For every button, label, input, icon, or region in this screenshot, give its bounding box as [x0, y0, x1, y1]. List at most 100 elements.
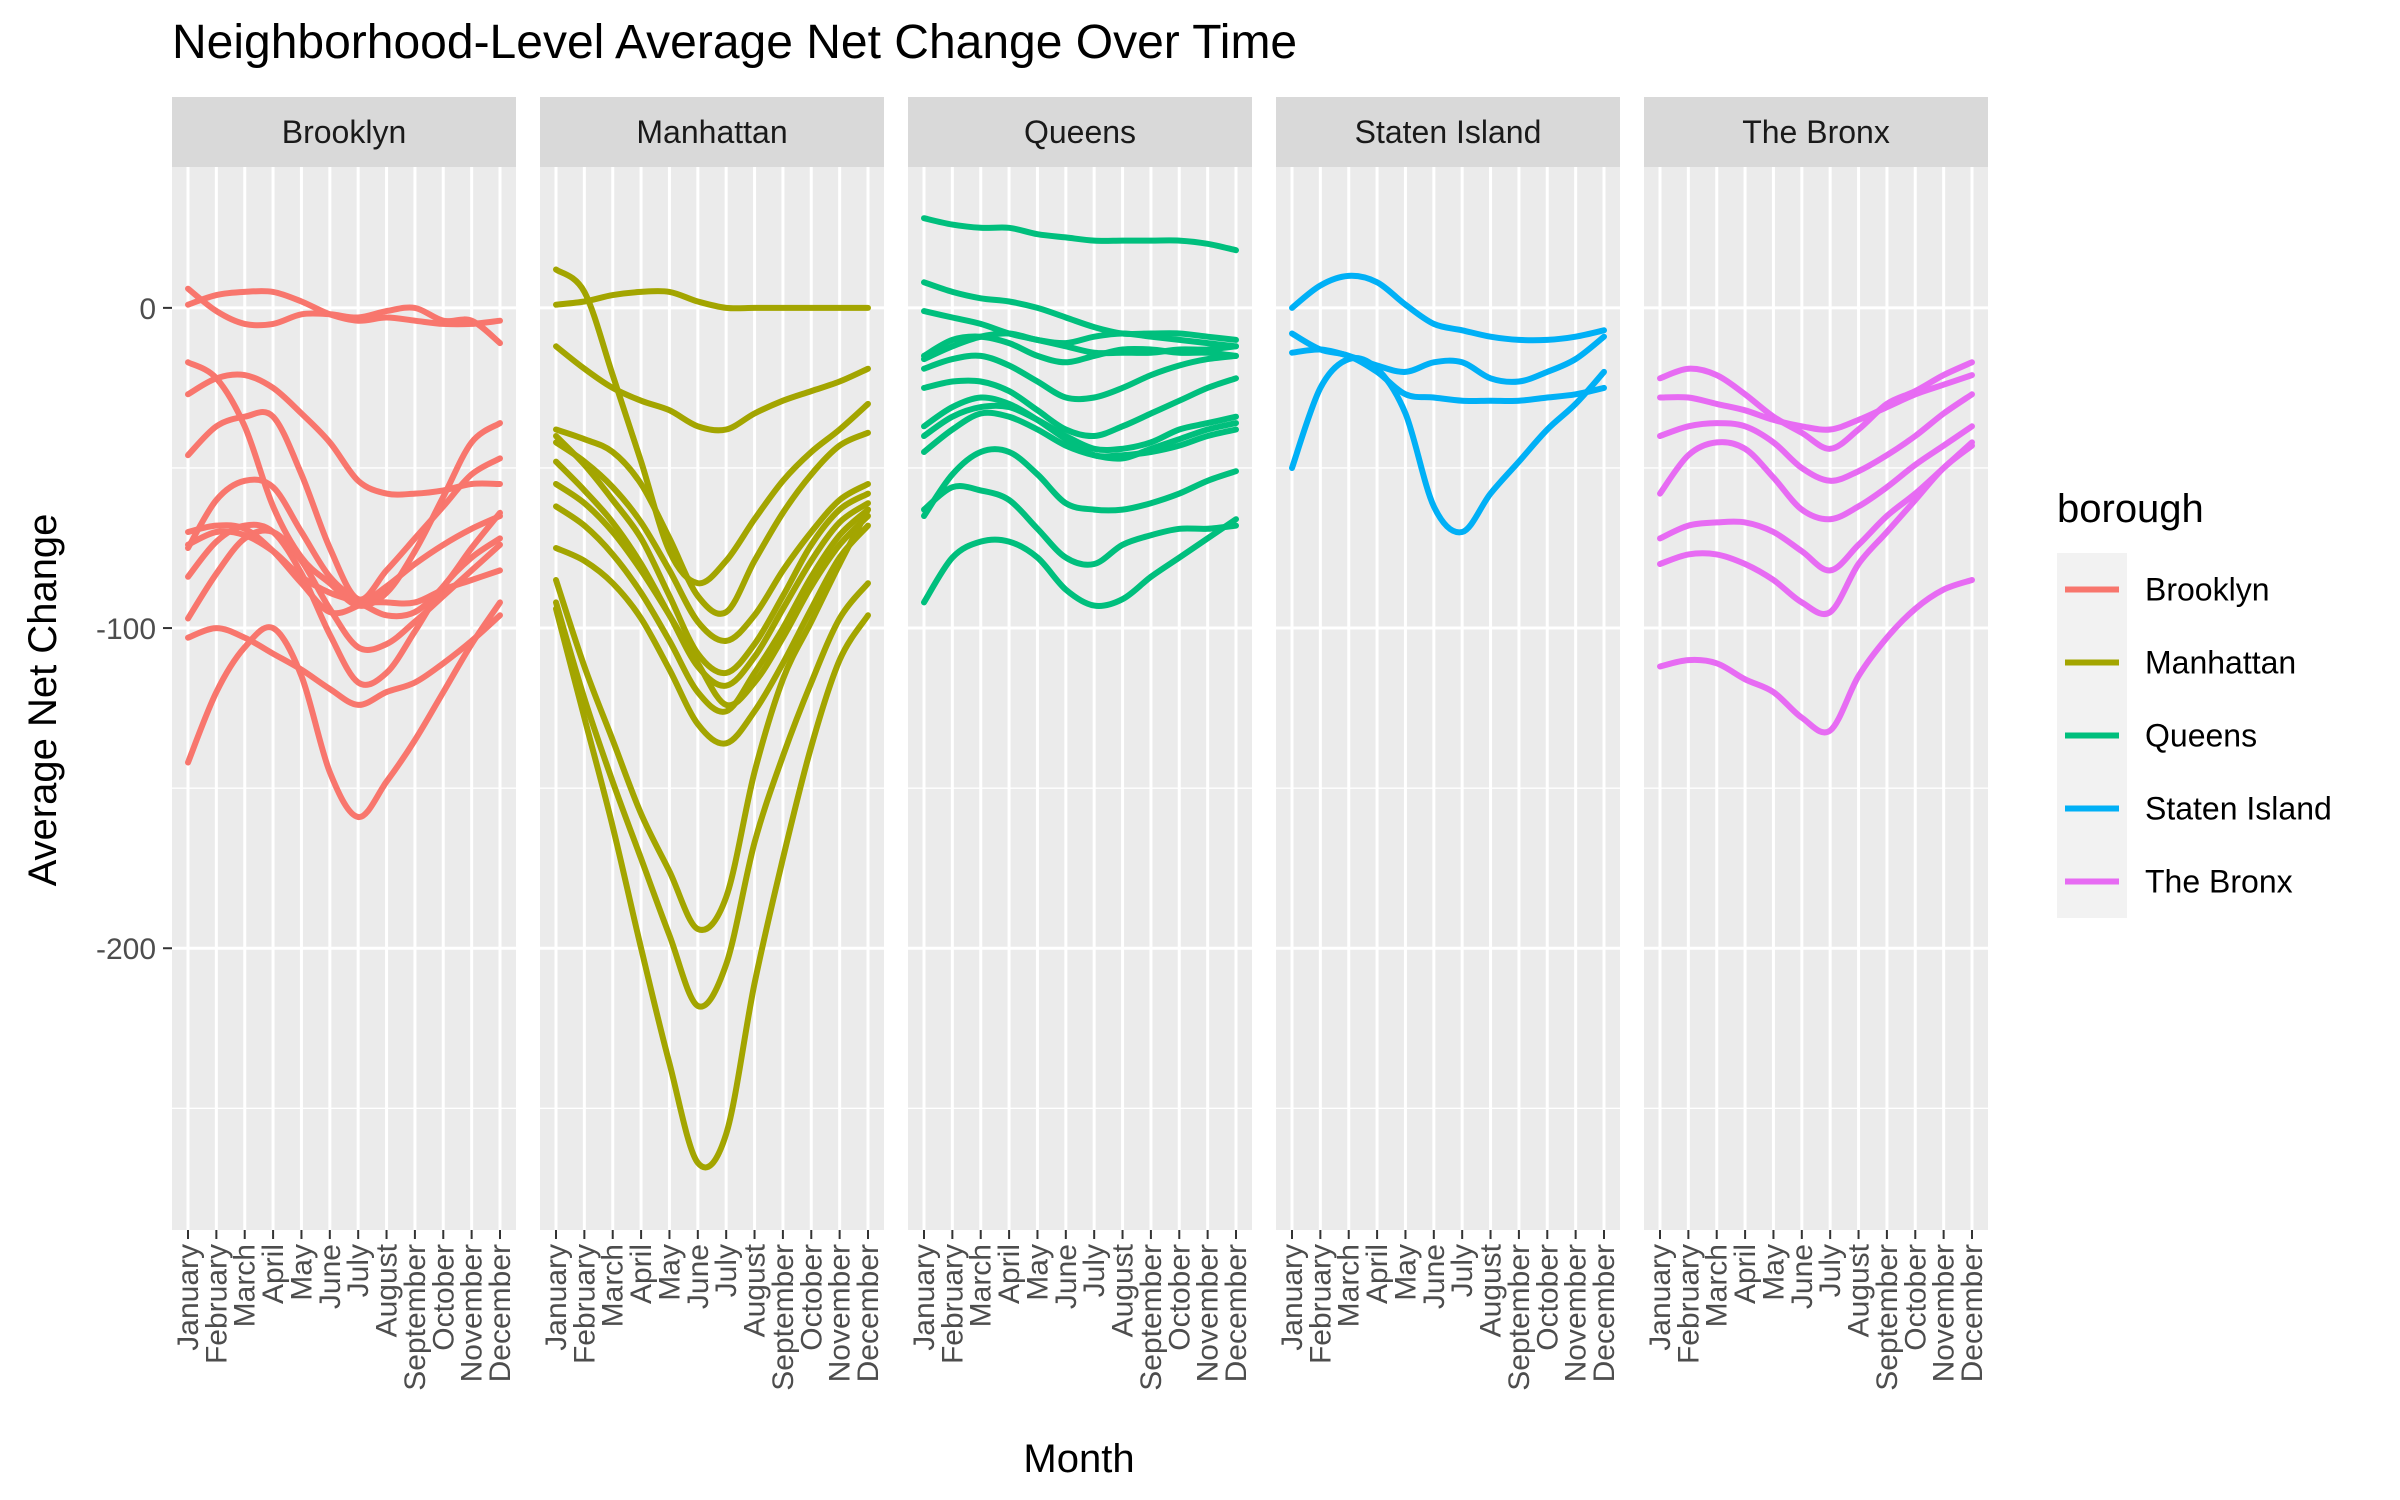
- x-tick-label-may: May: [1758, 1244, 1791, 1301]
- series-line-queens-3: [921, 308, 1239, 357]
- x-tick-label-july: July: [710, 1244, 743, 1297]
- x-tick-label-may: May: [286, 1244, 319, 1301]
- x-tick-label-june: June: [314, 1244, 347, 1309]
- x-tick-label-december: December: [1220, 1244, 1253, 1382]
- facet-panels: BrooklynJanuaryFebruaryMarchAprilMayJune…: [96, 97, 1989, 1391]
- x-tick-label-april: April: [257, 1244, 290, 1304]
- strip-queens: [908, 97, 1252, 167]
- strip-label-manhattan: Manhattan: [636, 114, 787, 150]
- series-line-manhattan-6: [553, 433, 871, 677]
- x-tick-label-august: August: [1107, 1243, 1140, 1337]
- series-line-brooklyn-6: [185, 476, 503, 607]
- series-line-brooklyn-5: [185, 359, 503, 609]
- panel-staten-island: Staten Island JanuaryFebruaryMarchAprilMa…: [1276, 97, 1621, 1391]
- series-line-queens-12: [921, 483, 1239, 568]
- strip-label-staten-island: Staten Island: [1355, 114, 1542, 150]
- series-line-queens-5: [921, 333, 1239, 366]
- x-tick-label-september: September: [399, 1244, 432, 1391]
- series-line-queens-1: [921, 215, 1239, 254]
- legend-label-brooklyn: Brooklyn: [2145, 572, 2270, 608]
- x-tick-label-may: May: [1022, 1244, 1055, 1301]
- strip-label-brooklyn: Brooklyn: [282, 114, 407, 150]
- x-tick-label-february: February: [1304, 1244, 1337, 1364]
- series-line-brooklyn-9: [185, 509, 503, 620]
- series-line-the-bronx-3: [1657, 391, 1975, 484]
- x-tick-label-january: January: [540, 1244, 573, 1351]
- x-tick-label-july: July: [1078, 1244, 1111, 1297]
- series-line-queens-7: [921, 375, 1239, 440]
- legend-label-queens: Queens: [2145, 718, 2257, 754]
- x-tick-label-october: October: [1531, 1244, 1564, 1351]
- series-line-manhattan-8: [553, 481, 871, 709]
- series-line-brooklyn-2: [185, 285, 503, 347]
- series-line-manhattan-12: [553, 580, 871, 1010]
- y-axis-title: Average Net Change: [21, 514, 65, 887]
- x-tick-label-november: November: [1928, 1244, 1961, 1382]
- series-line-the-bronx-2: [1657, 372, 1975, 433]
- x-tick-label-november: November: [824, 1244, 857, 1382]
- x-tick-label-november: November: [1560, 1244, 1593, 1382]
- series-line-queens-11: [921, 446, 1239, 519]
- legend: borough Brooklyn Manhattan Queens Staten Is…: [2057, 487, 2332, 918]
- series-line-manhattan-11: [553, 506, 871, 933]
- series-line-queens-13: [921, 516, 1239, 609]
- series-line-manhattan-2: [553, 343, 871, 434]
- series-line-queens-10: [921, 409, 1239, 462]
- series-line-the-bronx-7: [1657, 577, 1975, 736]
- x-tick-label-april: April: [993, 1244, 1026, 1304]
- strip-brooklyn: [172, 97, 516, 167]
- legend-label-staten-island: Staten Island: [2145, 791, 2332, 827]
- x-tick-label-april: April: [625, 1244, 658, 1304]
- series-line-brooklyn-10: [185, 527, 503, 653]
- x-tick-label-february: February: [1672, 1244, 1705, 1364]
- x-tick-label-september: September: [1135, 1244, 1168, 1391]
- chart-title: Neighborhood-Level Average Net Change Ov…: [172, 16, 1297, 69]
- x-axis-title: Month: [1023, 1437, 1134, 1481]
- x-tick-label-january: January: [908, 1244, 941, 1351]
- x-tick-label-may: May: [654, 1244, 687, 1301]
- series-line-the-bronx-5: [1657, 439, 1975, 574]
- series-line-manhattan-3: [553, 266, 871, 587]
- x-tick-label-september: September: [767, 1244, 800, 1391]
- x-tick-label-february: February: [936, 1244, 969, 1364]
- panel-brooklyn: Brooklyn JanuaryFebruaryMarchAprilMayJune…: [96, 97, 517, 1391]
- x-tick-label-january: January: [1644, 1244, 1677, 1351]
- series-line-queens-6: [921, 352, 1239, 403]
- series-line-staten-island-1: [1289, 272, 1607, 344]
- x-tick-label-august: August: [1843, 1243, 1876, 1337]
- strip-manhattan: [540, 97, 884, 167]
- x-tick-label-september: September: [1871, 1244, 1904, 1391]
- x-tick-label-august: August: [371, 1243, 404, 1337]
- panel-the-bronx: The Bronx JanuaryFebruaryMarchAprilMayJun…: [1644, 97, 1989, 1391]
- x-tick-label-june: June: [1786, 1244, 1819, 1309]
- x-tick-label-july: July: [342, 1244, 375, 1297]
- series-line-the-bronx-4: [1657, 423, 1975, 523]
- x-tick-label-october: October: [1163, 1244, 1196, 1351]
- series-line-queens-2: [921, 279, 1239, 343]
- x-tick-label-october: October: [1899, 1244, 1932, 1351]
- x-tick-label-october: October: [427, 1244, 460, 1351]
- x-tick-label-march: March: [229, 1244, 262, 1327]
- x-tick-label-july: July: [1814, 1244, 1847, 1297]
- x-tick-label-july: July: [1446, 1244, 1479, 1297]
- series-line-the-bronx-6: [1657, 442, 1975, 618]
- series-line-staten-island-4: [1289, 354, 1607, 536]
- x-tick-label-june: June: [1418, 1244, 1451, 1309]
- x-tick-label-december: December: [1956, 1244, 1989, 1382]
- series-line-manhattan-1: [553, 288, 871, 312]
- x-tick-label-october: October: [795, 1244, 828, 1351]
- series-line-brooklyn-11: [185, 612, 503, 708]
- x-tick-label-november: November: [1192, 1244, 1225, 1382]
- series-line-brooklyn-8: [185, 513, 503, 617]
- x-tick-label-april: April: [1361, 1244, 1394, 1304]
- legend-title: borough: [2057, 487, 2204, 531]
- x-tick-label-december: December: [484, 1244, 517, 1382]
- x-tick-label-december: December: [852, 1244, 885, 1382]
- series-line-manhattan-5: [553, 439, 871, 644]
- x-tick-label-june: June: [1050, 1244, 1083, 1309]
- x-tick-label-march: March: [597, 1244, 630, 1327]
- plot-background-staten-island: [1276, 167, 1620, 1230]
- panel-queens: Queens JanuaryFebruaryMarchAprilMayJuneJu…: [908, 97, 1253, 1391]
